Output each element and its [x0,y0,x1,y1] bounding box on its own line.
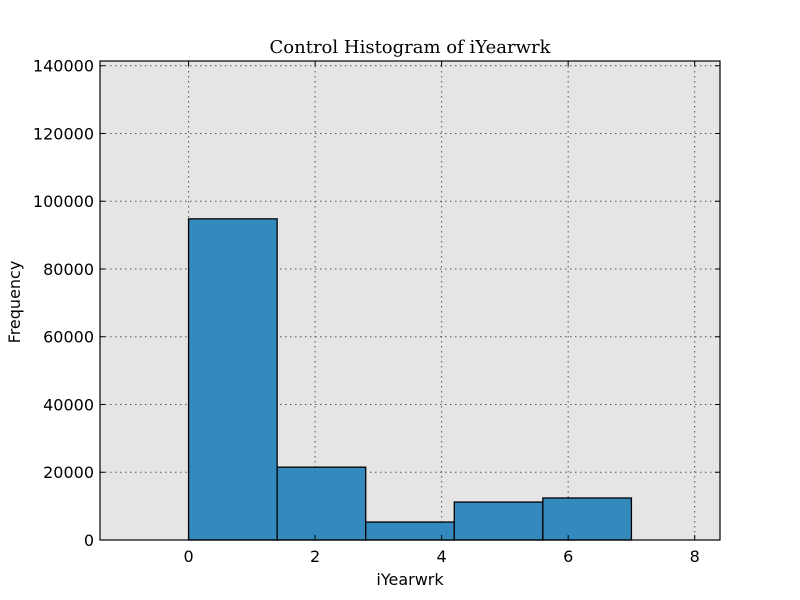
y-tick-label: 80000 [43,260,94,279]
plot-frame [99,60,721,541]
y-tick-label: 40000 [43,395,94,414]
histogram-bar [187,218,278,541]
x-tick-labels: 0 2 4 6 8 [183,547,699,566]
x-tick-label: 2 [310,547,320,566]
y-tick-label: 20000 [43,463,94,482]
y-tick-label: 0 [84,531,94,550]
y-tick-label: 100000 [33,192,94,211]
y-tick-label: 120000 [33,124,94,143]
x-axis-label: iYearwrk [376,570,444,589]
y-tick-labels: 0 20000 40000 60000 80000 100000 120000 140000 [33,57,94,550]
histogram-bar [453,501,544,541]
bars-group [187,218,633,541]
histogram-bar [365,521,455,541]
chart-title: Control Histogram of iYearwrk [270,37,552,58]
x-tick-label: 4 [437,547,447,566]
histogram-bar [276,466,367,541]
ticks-group [100,61,720,541]
y-tick-label: 140000 [33,57,94,76]
x-tick-label: 8 [690,547,700,566]
x-tick-label: 0 [183,547,193,566]
x-tick-label: 6 [563,547,573,566]
y-axis-label: Frequency [5,261,24,344]
histogram-bar [542,497,633,541]
y-tick-label: 60000 [43,328,94,347]
